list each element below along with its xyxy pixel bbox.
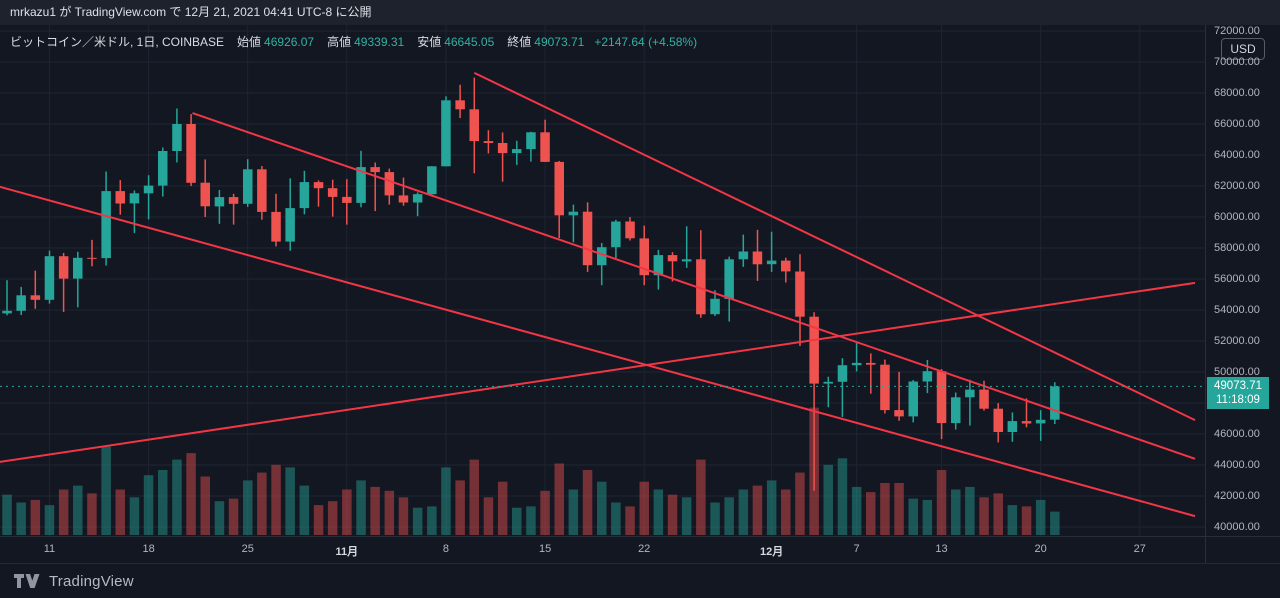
price-tick-label: 64000.00: [1214, 149, 1260, 161]
time-tick-label: 7: [853, 543, 860, 555]
open-label: 始値: [237, 35, 262, 49]
chart-legend: ビットコイン／米ドル, 1日, COINBASE 始値 46926.07 高値 49…: [10, 33, 697, 50]
close-label: 終値: [507, 35, 532, 49]
time-tick-label: 8: [442, 543, 450, 555]
price-tick-label: 50000.00: [1214, 366, 1260, 378]
currency-badge: USD: [1221, 38, 1265, 60]
publish-attribution-link[interactable]: mrkazu1 が TradingView.com で 12月 21, 2021…: [10, 5, 372, 19]
time-tick-label: 22: [638, 543, 651, 555]
chart-pane[interactable]: ビットコイン／米ドル, 1日, COINBASE 始値 46926.07 高値 49…: [0, 25, 1205, 536]
price-tick-label: 66000.00: [1214, 118, 1260, 130]
last-price-value: 49073.71: [1214, 380, 1262, 393]
price-tick-label: 68000.00: [1214, 87, 1260, 99]
time-tick-label: 11: [43, 543, 56, 555]
publish-bar: mrkazu1 が TradingView.com で 12月 21, 2021…: [0, 0, 1280, 25]
tradingview-wordmark[interactable]: TradingView: [49, 572, 134, 590]
time-tick-label: 25: [241, 543, 254, 555]
price-tick-label: 56000.00: [1214, 273, 1260, 285]
price-tick-label: 46000.00: [1214, 428, 1260, 440]
time-axis[interactable]: 11 18 25 11月 8 15 22 12月 7 13 20 27: [0, 536, 1280, 563]
low-label: 安値: [417, 35, 442, 49]
price-tick-label: 70000.00: [1214, 56, 1260, 68]
price-tick-label: 42000.00: [1214, 490, 1260, 502]
high-value: 49339.31: [354, 34, 405, 49]
price-tick-label: 72000.00: [1214, 25, 1260, 37]
time-tick-label: 18: [142, 543, 155, 555]
price-tick-label: 54000.00: [1214, 304, 1260, 316]
close-value: 49073.71: [534, 34, 585, 49]
price-axis[interactable]: USD 40000.0042000.0044000.0046000.004800…: [1205, 25, 1280, 563]
high-label: 高値: [327, 35, 352, 49]
price-tick-label: 44000.00: [1214, 459, 1260, 471]
change-value: +2147.64 (+4.58%): [594, 34, 698, 49]
price-tick-label: 60000.00: [1214, 211, 1260, 223]
low-value: 46645.05: [444, 34, 495, 49]
time-tick-label: 12月: [760, 546, 784, 558]
price-tick-label: 62000.00: [1214, 180, 1260, 192]
price-tick-label: 52000.00: [1214, 335, 1260, 347]
open-value: 46926.07: [264, 34, 315, 49]
symbol-title[interactable]: ビットコイン／米ドル, 1日, COINBASE: [10, 35, 225, 49]
last-price-badge[interactable]: 49073.71 11:18:09: [1207, 377, 1269, 410]
time-tick-label: 27: [1133, 543, 1146, 555]
price-tick-label: 40000.00: [1214, 521, 1260, 533]
time-tick-label: 11月: [335, 546, 359, 558]
tradingview-logo-icon[interactable]: [14, 573, 40, 589]
time-tick-label: 20: [1034, 543, 1047, 555]
price-tick-label: 58000.00: [1214, 242, 1260, 254]
footer-bar: TradingView: [0, 563, 1280, 598]
price-chart[interactable]: [0, 25, 1205, 536]
time-tick-label: 13: [935, 543, 948, 555]
bar-close-countdown: 11:18:09: [1216, 394, 1260, 407]
time-tick-label: 15: [538, 543, 552, 555]
